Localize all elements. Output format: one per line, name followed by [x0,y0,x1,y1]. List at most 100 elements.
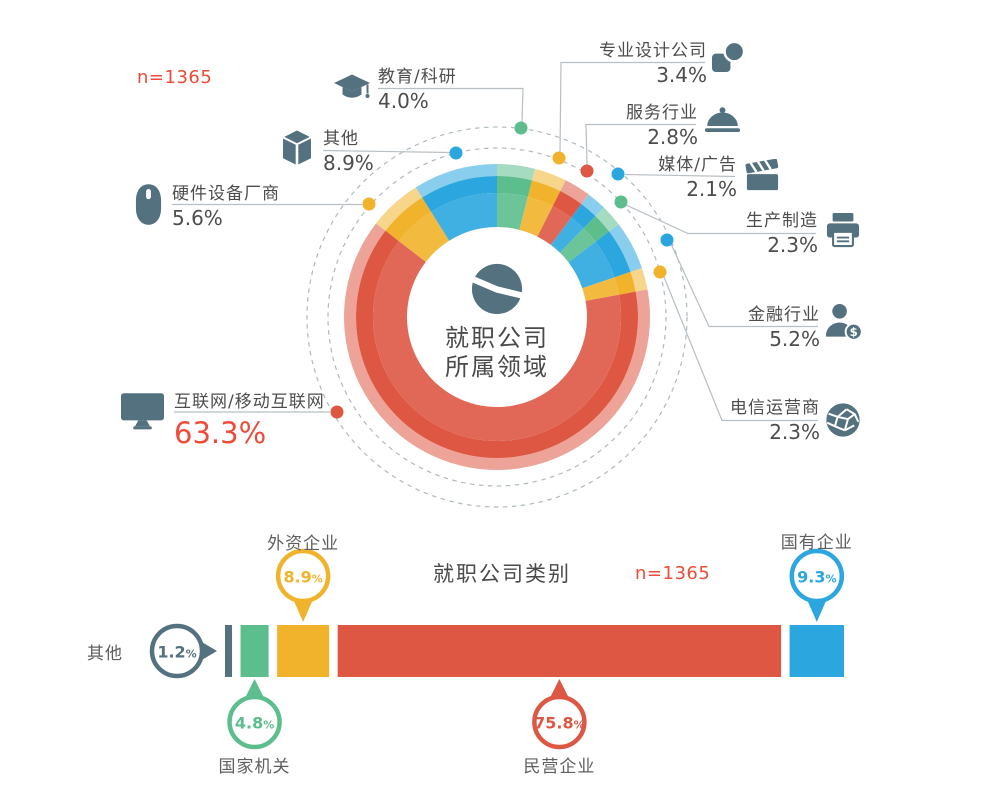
callout-dot-service [580,164,594,178]
balloon-value-qita: 1.2% [157,642,197,662]
donut-label-telecom: 电信运营商 [730,398,820,418]
donut-inner-service [537,206,572,245]
bar-category-label-foreign: 外资企业 [267,534,340,554]
donut-halo-service [560,180,589,205]
bar-segment-qita [225,625,233,677]
donut-inner-edu [497,193,528,230]
bar-segment-state [789,625,844,677]
leader-line-edu [378,87,524,123]
donut-value-finance: 5.2% [769,327,820,351]
donut-callout-service: 服务行业 2.8% [626,102,698,149]
donut-segment-design [527,180,561,207]
dashed-guide-circle [306,126,688,508]
balloon-circle-gov [227,694,282,750]
donut-halo-telecom [630,268,648,292]
donut-inner-internet [373,241,621,441]
donut-label-hardware: 硬件设备厂商 [172,184,280,204]
bar-segment-foreign [277,625,330,677]
leader-line-media [624,173,736,178]
donut-inner-telecom [582,277,619,301]
svg-text:$: $ [850,325,858,339]
donut-segment-other [422,176,497,212]
bar-chart-title: 就职公司类别 [433,562,571,586]
donut-inner-finance [568,241,615,289]
donut-center-label: 就职公司 所属领域 [397,262,597,382]
donut-callout-edu: 教育/科研 4.0% [378,66,457,113]
monitor-icon [121,392,164,430]
donut-halo-design [532,168,566,191]
donut-segment-service [552,190,582,218]
donut-inner-design [519,196,553,237]
donut-value-service: 2.8% [647,125,698,149]
donut-callout-media: 媒体/广告 2.1% [658,154,737,201]
leader-line-finance [670,243,818,328]
balloon-pointer-gov [244,679,266,700]
donut-value-other: 8.9% [323,151,374,175]
balloon-circle-foreign [275,548,331,604]
dashed-guide-circle [327,147,667,487]
leader-line-other [322,149,451,154]
balloon-pointer-foreign [292,598,314,622]
donut-label-media: 媒体/广告 [658,155,737,175]
callout-dot-internet [330,405,344,419]
donut-callout-internet: 互联网/移动互联网 63.3% [174,391,325,449]
donut-inner-other [431,193,497,241]
donut-value-hardware: 5.6% [172,206,223,230]
donut-value-telecom: 2.3% [769,420,820,444]
donut-callout-hardware: 硬件设备厂商 5.6% [172,183,280,230]
callout-dot-edu [514,121,528,135]
clapperboard-icon [745,159,780,192]
donut-halo-other [415,164,497,198]
bar-segment-gov [240,625,269,677]
donut-callout-other: 其他 8.9% [323,128,374,175]
mouse-icon [134,182,163,227]
donut-label-finance: 金融行业 [748,305,820,325]
callout-dot-manufacturing [614,195,628,209]
bar-category-label-state: 国有企业 [780,533,853,553]
donut-callout-manufacturing: 生产制造 2.3% [746,210,818,257]
leader-line-service [585,123,696,166]
donut-segment-hardware [385,197,432,242]
bar-segment-private [337,625,782,677]
bottom-sample-size: n=1365 [635,563,711,584]
donut-center-title-line2: 所属领域 [445,353,549,381]
donut-inner-hardware [398,211,450,262]
package-icon [277,128,317,168]
donut-label-internet: 互联网/移动互联网 [174,392,325,412]
donut-callout-telecom: 电信运营商 2.3% [730,397,820,444]
donut-segment-manufacturing [583,216,610,242]
bar-category-label-private: 民营企业 [523,757,596,777]
callout-dot-hardware [362,197,376,211]
donut-value-design: 3.4% [656,63,707,87]
balloon-pointer-private [548,679,570,700]
balloon-circle-private [532,694,587,750]
callout-dot-finance [660,233,674,247]
globe-icon [825,402,861,438]
donut-inner-media [550,217,584,253]
donut-callout-finance: 金融行业 5.2% [748,304,820,351]
printer-icon [826,212,860,248]
leader-line-design [559,61,705,153]
donut-value-manufacturing: 2.3% [767,233,818,257]
donut-halo-hardware [376,187,423,231]
donut-segment-edu [497,176,533,197]
balloon-circle-state [789,548,845,604]
donut-label-design: 专业设计公司 [599,41,707,61]
donut-halo-manufacturing [595,207,619,232]
donut-segment-telecom [614,271,636,295]
bar-category-label-qita: 其他 [87,644,123,664]
balloon-pointer-state [806,598,828,622]
callout-dot-telecom [653,265,667,279]
donut-callout-design: 专业设计公司 3.4% [599,40,707,87]
balloon-value-foreign: 8.9% [283,567,323,587]
balloon-circle-qita [149,623,205,679]
callout-dot-design [552,151,566,165]
donut-halo-edu [497,164,536,181]
donut-value-internet: 63.3% [174,416,267,450]
donut-value-media: 2.1% [686,177,737,201]
donut-halo-media [581,194,604,217]
leader-line-manufacturing [625,204,816,235]
leader-line-telecom [663,276,818,422]
donut-segment-media [571,204,596,229]
